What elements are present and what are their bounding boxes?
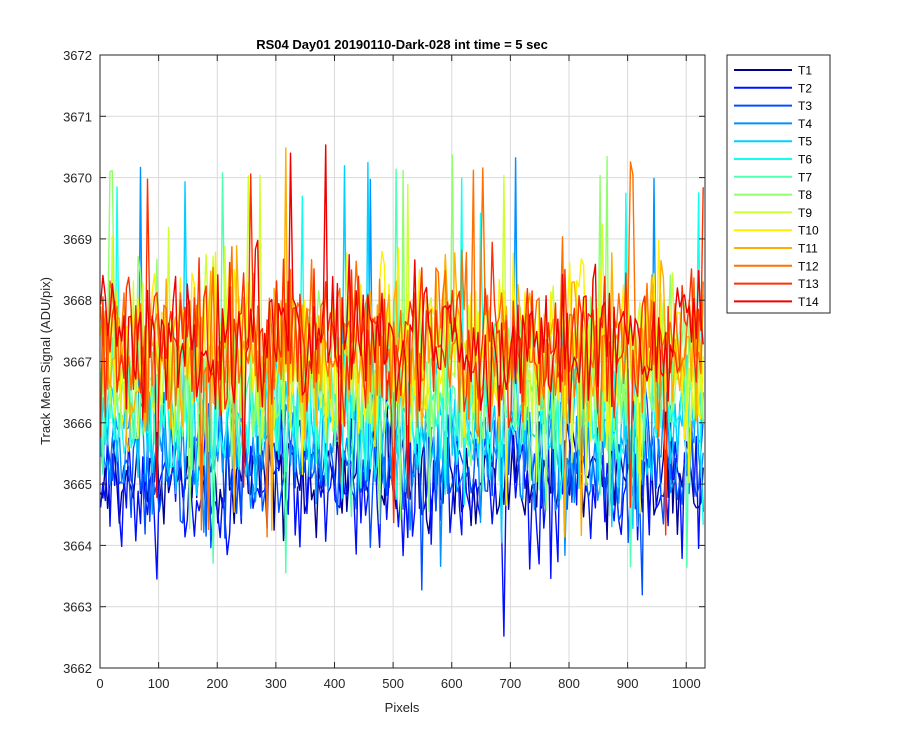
y-tick-label: 3664 xyxy=(63,538,92,553)
y-tick-label: 3669 xyxy=(63,232,92,247)
legend-label-t8: T8 xyxy=(798,188,812,202)
x-tick-label: 100 xyxy=(148,676,170,691)
x-tick-label: 700 xyxy=(500,676,522,691)
x-tick-label: 500 xyxy=(382,676,404,691)
y-tick-labels: 3662 3663 3664 3665 3666 3667 3668 3669 3670 3671… xyxy=(63,48,92,676)
legend-label-t2: T2 xyxy=(798,81,812,95)
legend-label-t9: T9 xyxy=(798,206,812,220)
x-tick-label: 300 xyxy=(265,676,287,691)
x-tick-label: 0 xyxy=(96,676,103,691)
legend: T1 T2 T3 T4 T5 T6 T7 T8 T9 T10 T11 T12 T13 T14 xyxy=(726,54,831,314)
legend-label-t10: T10 xyxy=(798,224,819,238)
y-tick-label: 3666 xyxy=(63,416,92,431)
series-line-t11 xyxy=(99,147,704,538)
legend-label-t11: T11 xyxy=(798,242,818,256)
x-tick-label: 1000 xyxy=(672,676,701,691)
legend-label-t3: T3 xyxy=(798,99,812,113)
legend-label-t5: T5 xyxy=(798,135,812,149)
legend-label-t14: T14 xyxy=(798,295,819,309)
y-tick-label: 3670 xyxy=(63,171,92,186)
y-tick-label: 3668 xyxy=(63,293,92,308)
x-tick-label: 800 xyxy=(558,676,580,691)
legend-label-t4: T4 xyxy=(798,117,812,131)
x-tick-label: 600 xyxy=(441,676,463,691)
series-line-t14 xyxy=(99,144,704,499)
x-axis-label: Pixels xyxy=(385,700,420,715)
plot-area xyxy=(99,54,706,669)
series-line-t12 xyxy=(99,161,704,538)
chart-title: RS04 Day01 20190110-Dark-028 int time = … xyxy=(256,37,548,52)
y-tick-label: 3663 xyxy=(63,600,92,615)
legend-label-t13: T13 xyxy=(798,277,819,291)
y-tick-label: 3672 xyxy=(63,48,92,63)
x-tick-label: 400 xyxy=(324,676,346,691)
y-tick-label: 3671 xyxy=(63,109,92,124)
y-tick-label: 3667 xyxy=(63,355,92,370)
legend-label-t7: T7 xyxy=(798,170,812,184)
y-tick-label: 3665 xyxy=(63,477,92,492)
legend-label-t12: T12 xyxy=(798,259,819,273)
legend-box xyxy=(726,54,831,314)
y-axis-label: Track Mean Signal (ADU/pix) xyxy=(38,277,53,445)
legend-label-t6: T6 xyxy=(798,153,812,167)
x-tick-label: 200 xyxy=(206,676,228,691)
legend-label-t1: T1 xyxy=(798,64,812,78)
axis-ticks xyxy=(99,54,705,669)
y-tick-label: 3662 xyxy=(63,661,92,676)
x-tick-label: 900 xyxy=(617,676,639,691)
series-line-t13 xyxy=(99,173,704,536)
legend-items: T1 T2 T3 T4 T5 T6 T7 T8 T9 T10 T11 T12 T13 T14 xyxy=(734,64,819,309)
series-lines xyxy=(99,144,704,637)
x-tick-labels: 0 100 200 300 400 500 600 700 800 900 1000 xyxy=(96,676,700,691)
